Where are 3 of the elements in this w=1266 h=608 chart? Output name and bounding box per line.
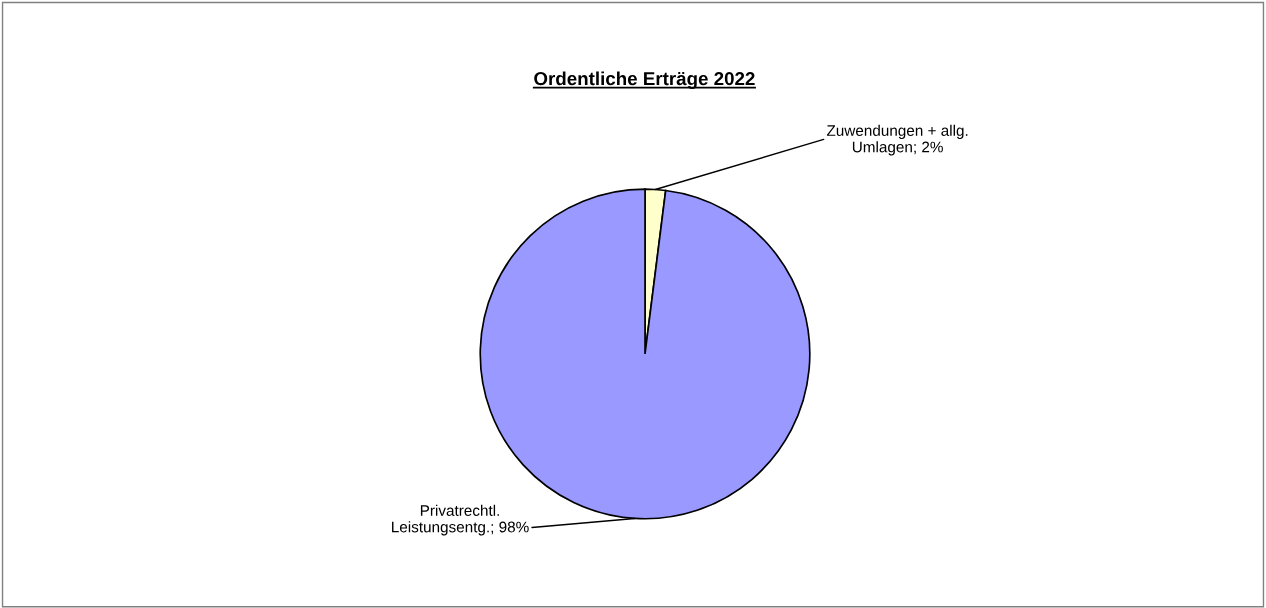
slice-label: Zuwendungen + allg. Umlagen; 2% bbox=[826, 124, 968, 156]
chart-title: Ordentliche Erträge 2022 bbox=[534, 71, 755, 90]
slice-label: Privatrechtl. Leistungsentg.; 98% bbox=[392, 504, 529, 536]
